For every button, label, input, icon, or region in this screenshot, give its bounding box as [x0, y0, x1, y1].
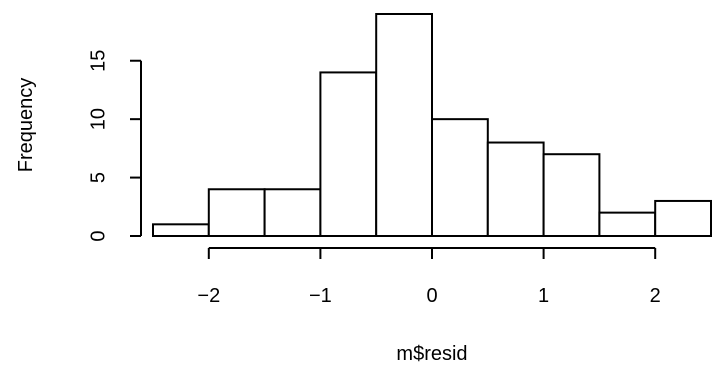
x-axis: −2 −1 0 1 2 — [197, 247, 661, 307]
histogram-bar-5 — [431, 118, 489, 237]
x-tick-label: 2 — [650, 285, 661, 307]
histogram-bar-7 — [542, 153, 601, 237]
y-tick-label: 5 — [87, 172, 109, 183]
histogram-bar-4 — [375, 13, 434, 237]
y-tick-label: 0 — [87, 230, 109, 241]
histogram-bar-8 — [598, 211, 657, 237]
x-tick-label: 0 — [426, 285, 437, 307]
histogram-bar-3 — [319, 71, 378, 237]
histogram-bar-1 — [207, 188, 266, 237]
histogram-bar-0 — [152, 223, 210, 238]
y-tick-label: 15 — [87, 50, 109, 72]
histogram-bar-9 — [654, 199, 713, 238]
histogram-bar-2 — [263, 188, 322, 237]
y-tick-label: 10 — [87, 108, 109, 130]
x-tick-label: 1 — [538, 285, 549, 307]
x-tick-label: −1 — [309, 285, 332, 307]
y-axis-title: Frequency — [15, 78, 37, 173]
x-tick-label: −2 — [197, 285, 220, 307]
y-axis: 0 5 10 15 — [87, 50, 142, 242]
histogram-bar-6 — [486, 141, 545, 238]
x-axis-title: m$resid — [396, 343, 467, 365]
histogram-bars — [152, 13, 713, 238]
